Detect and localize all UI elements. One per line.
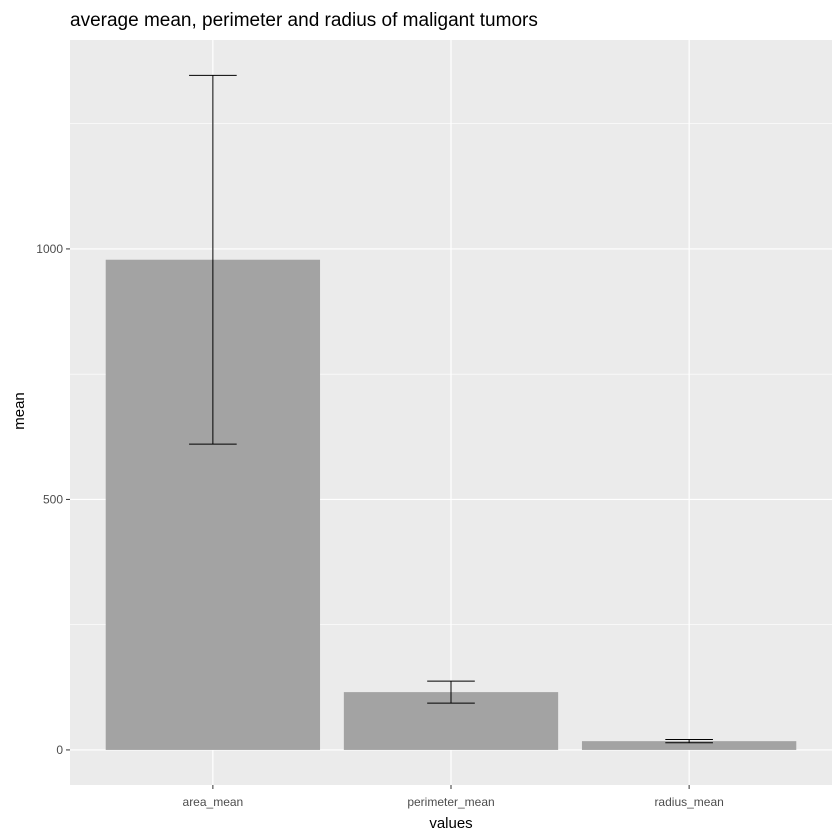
x-tick-label: area_mean [183,795,244,809]
x-tick-label: radius_mean [654,795,723,809]
x-tick-label: perimeter_mean [407,795,494,809]
bar-radius_mean [581,741,797,750]
x-axis-title: values [429,815,472,832]
y-axis: 0 500 1000 [36,242,70,757]
y-axis-title: mean [11,392,28,430]
error-bar-perimeter_mean [427,680,475,704]
x-axis: area_mean perimeter_mean radius_mean [183,785,724,809]
y-tick-label: 0 [56,743,63,757]
error-bars [189,74,713,744]
error-bar-area_mean [189,74,237,445]
error-bar-radius_mean [665,739,713,744]
chart-title: average mean, perimeter and radius of ma… [70,10,538,31]
y-tick-label: 1000 [36,242,63,256]
y-tick-label: 500 [43,492,63,506]
